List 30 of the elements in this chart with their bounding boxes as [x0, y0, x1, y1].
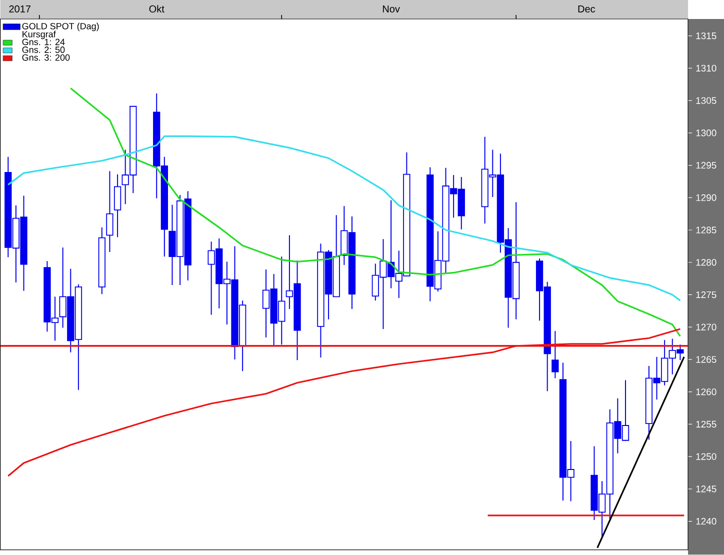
y-tick-label: 1250 [696, 453, 716, 460]
x-tick-label: Dec [578, 6, 596, 13]
y-tick-label: 1270 [696, 324, 716, 331]
y-tick-label: 1295 [696, 162, 716, 169]
legend-label: Gns. 1: 24 [22, 38, 65, 46]
candlestick [552, 330, 559, 379]
y-tick-label: 1300 [696, 130, 716, 136]
y-tick-label: 1305 [696, 97, 716, 104]
y-tick-label: 1290 [696, 194, 716, 202]
y-tick-label: 1315 [696, 32, 716, 40]
annotation: Kursgraf [22, 30, 56, 40]
legend-label: GOLD SPOT (Dag) [22, 22, 99, 32]
x-tick-label: Okt [149, 5, 164, 13]
line-series [7, 135, 681, 302]
x-tick-label: 2017 [9, 6, 30, 13]
y-tick-label: 1265 [696, 356, 716, 363]
y-tick-label: 1285 [696, 226, 716, 234]
line-series [70, 88, 681, 338]
y-tick-label: 1240 [696, 518, 716, 525]
y-tick-label: 1255 [696, 420, 716, 428]
y-tick-label: 1310 [696, 64, 716, 72]
y-tick-label: 1280 [696, 259, 716, 266]
y-tick-label: 1275 [696, 291, 716, 298]
x-tick-label: Nov [382, 6, 400, 13]
legend-label: Gns. 3: 200 [22, 54, 70, 61]
y-tick-label: 1245 [696, 486, 716, 492]
y-tick-label: 1260 [696, 388, 716, 396]
candlestick [114, 174, 122, 238]
candlestick [106, 170, 114, 253]
legend-label: Gns. 2: 50 [22, 46, 65, 54]
